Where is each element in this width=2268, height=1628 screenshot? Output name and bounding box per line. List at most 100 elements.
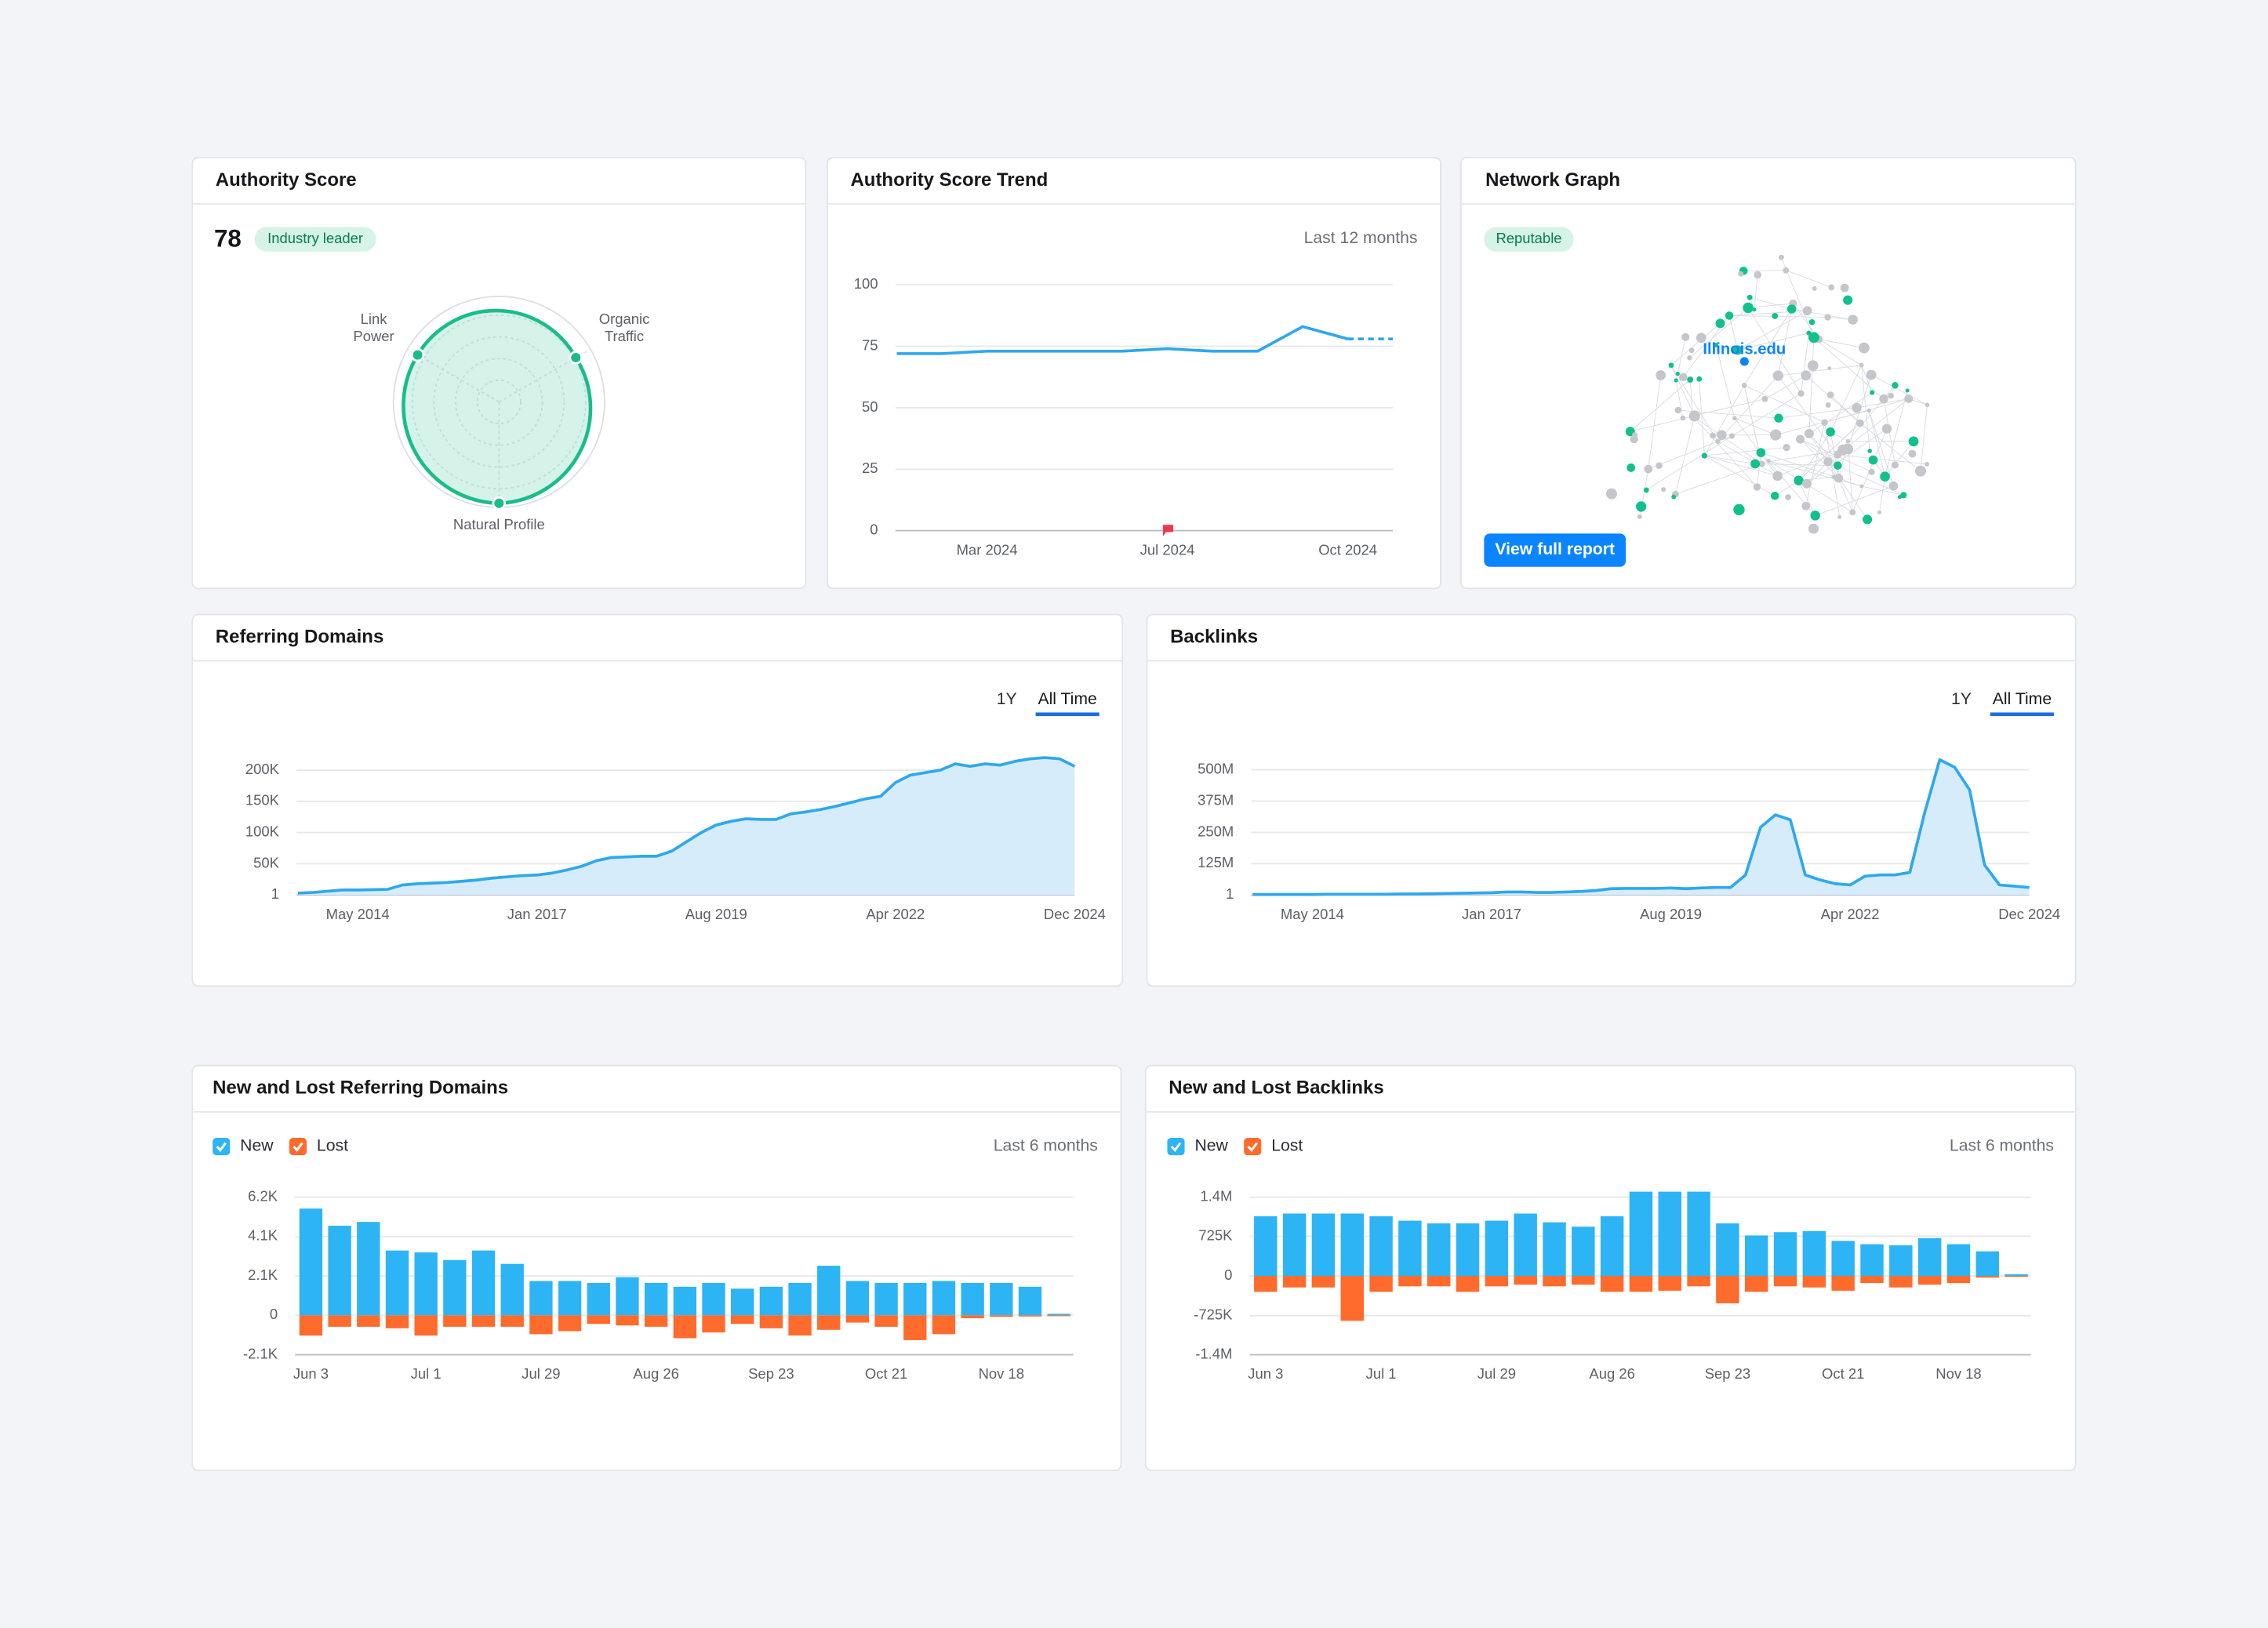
legend-check: [293, 1142, 303, 1152]
radar-point: [410, 347, 425, 362]
legend-label: Lost: [1271, 1137, 1303, 1155]
network-node: [1725, 311, 1734, 320]
x-tick-label: Aug 26: [1589, 1365, 1634, 1382]
bar: [443, 1259, 467, 1316]
bar: [1802, 1230, 1826, 1277]
bar: [1975, 1276, 2000, 1278]
network-node: [1843, 295, 1853, 305]
network-node: [1812, 285, 1817, 291]
card: [1459, 157, 2077, 590]
x-tick-label: May 2014: [1281, 906, 1344, 922]
network-node: [1713, 343, 1718, 347]
network-edge: [1670, 365, 1696, 416]
bar: [1254, 1276, 1278, 1292]
network-node: [1774, 413, 1783, 423]
x-tick-label: May 2014: [326, 906, 390, 922]
network-node: [1696, 376, 1703, 382]
network-node: [1848, 314, 1858, 325]
bar: [1340, 1276, 1364, 1321]
network-node: [1837, 514, 1842, 519]
y-tick-label: 0: [270, 1306, 278, 1322]
bar: [903, 1282, 927, 1316]
network-node: [1632, 432, 1638, 438]
network-edge: [1859, 423, 1921, 472]
y-tick-label: 75: [862, 336, 878, 353]
network-node: [1842, 443, 1854, 455]
network-node: [1688, 347, 1695, 354]
network-edge: [1704, 455, 1756, 464]
tab[interactable]: 1Y: [1951, 690, 1972, 708]
radar-grid: [455, 358, 543, 446]
network-node: [1891, 461, 1899, 469]
network-edge: [1715, 344, 1736, 419]
legend-checkbox[interactable]: [1167, 1137, 1185, 1156]
y-tick-label: -725K: [1194, 1306, 1233, 1323]
button-text[interactable]: View full report: [1495, 540, 1615, 558]
network-node: [1821, 419, 1828, 426]
network-node: [1807, 360, 1819, 372]
y-tick-label: 0: [1224, 1266, 1232, 1283]
network-node: [1824, 314, 1831, 321]
bar: [1456, 1223, 1480, 1277]
node-label: Illinois.edu: [1703, 341, 1786, 358]
bar: [990, 1282, 1013, 1316]
network-node: [1758, 460, 1765, 467]
card: [191, 1064, 1122, 1471]
bar: [1340, 1213, 1364, 1277]
network-node: [1859, 484, 1864, 489]
network-node: [1772, 313, 1779, 319]
network-node: [1812, 514, 1817, 519]
bar: [702, 1315, 725, 1333]
network-edge: [1677, 336, 1686, 374]
network-edge: [1704, 447, 1787, 456]
bar: [587, 1315, 610, 1325]
network-node: [1849, 509, 1856, 516]
tab[interactable]: All Time: [1993, 690, 2052, 708]
network-edge: [1885, 390, 1908, 477]
legend-checkbox[interactable]: [213, 1137, 231, 1156]
area-line: [297, 756, 1076, 895]
network-edge: [1630, 379, 1691, 432]
y-tick-label: 500M: [1198, 760, 1234, 776]
bar: [1802, 1276, 1826, 1288]
network-node: [1687, 355, 1692, 361]
bar: [1860, 1276, 1884, 1284]
network-edge: [1732, 393, 1801, 437]
bar: [1514, 1213, 1537, 1277]
y-tick-label: 150K: [245, 792, 280, 809]
network-node: [1715, 318, 1725, 329]
tab[interactable]: All Time: [1038, 690, 1096, 708]
network-edge: [1692, 416, 1762, 465]
bar: [357, 1315, 380, 1327]
bar: [1600, 1216, 1624, 1277]
network-node: [1908, 436, 1919, 447]
bar: [587, 1282, 610, 1316]
y-tick-label: 125M: [1198, 854, 1234, 870]
view-report-button[interactable]: [1484, 533, 1626, 567]
x-tick-label: Sep 23: [1705, 1365, 1750, 1382]
bar: [1282, 1213, 1307, 1277]
legend-checkbox[interactable]: [1244, 1137, 1262, 1156]
network-edge: [1646, 435, 1732, 491]
legend-checkbox[interactable]: [289, 1137, 307, 1156]
network-edge: [1798, 431, 1831, 481]
network-node: [1680, 415, 1685, 421]
network-edge: [1805, 422, 1826, 507]
network-edge: [1861, 365, 1870, 452]
x-tick-label: Sep 23: [748, 1365, 794, 1382]
network-node: [1674, 378, 1678, 383]
card-title: Network Graph: [1485, 169, 1620, 191]
network-node: [1794, 475, 1804, 485]
tab[interactable]: 1Y: [997, 690, 1017, 708]
network-edge: [1801, 333, 1809, 394]
network-node: [1866, 408, 1871, 413]
x-tick-label: Oct 21: [1822, 1365, 1864, 1382]
network-edge: [1675, 463, 1762, 495]
card-title: Authority Score: [216, 169, 357, 191]
network-edge: [1717, 375, 1779, 442]
badge: [254, 227, 376, 252]
bar: [1629, 1191, 1653, 1277]
network-edge: [1920, 405, 1928, 471]
x-tick-label: Oct 21: [865, 1365, 907, 1382]
